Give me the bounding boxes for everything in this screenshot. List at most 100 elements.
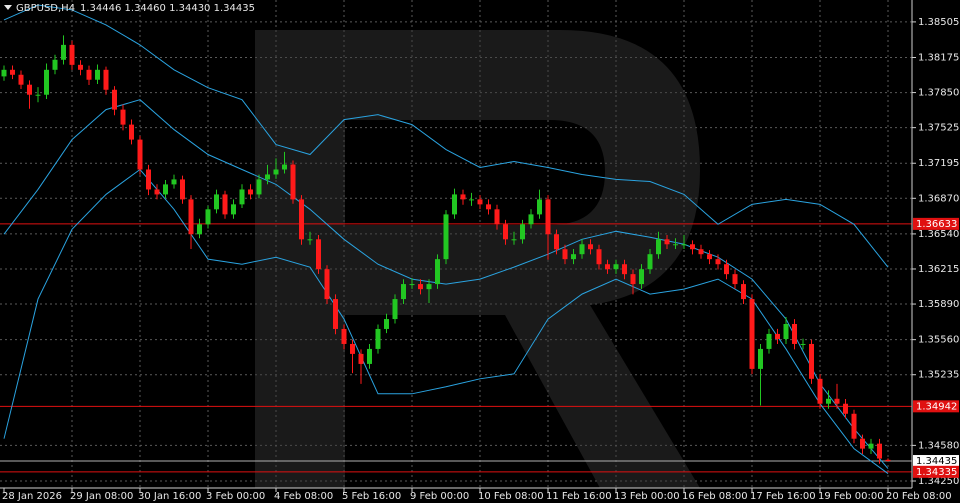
y-tick-label: 1.36540: [918, 229, 959, 240]
candle-body: [324, 269, 330, 300]
candle-body: [78, 64, 83, 70]
candle-body: [639, 269, 644, 285]
candle-body: [647, 254, 653, 270]
candle-body: [86, 69, 92, 80]
candle-body: [588, 244, 593, 250]
candle-body: [137, 139, 143, 170]
candle-body: [418, 284, 423, 290]
x-tick-label: 3 Feb 00:00: [206, 491, 265, 502]
candle-body: [341, 328, 347, 344]
candle-body: [307, 239, 313, 241]
candle-body: [18, 74, 24, 85]
y-tick-label: 1.37850: [918, 88, 959, 99]
candle-body: [656, 239, 661, 255]
candle-body: [401, 284, 406, 300]
x-tick-label: 17 Feb 16:00: [750, 491, 816, 502]
candle-body: [282, 164, 287, 170]
candle-body: [214, 194, 219, 210]
candle-body: [197, 224, 202, 235]
y-tick-label: 1.36215: [918, 264, 959, 275]
candle-body: [715, 259, 721, 265]
candle-body: [622, 264, 627, 275]
y-tick-label: 1.34250: [918, 476, 959, 487]
y-tick-label: 1.37525: [918, 123, 959, 134]
candle-body: [758, 348, 763, 369]
y-tick-label: 1.34580: [918, 440, 959, 451]
candle-body: [528, 214, 534, 225]
candle-body: [350, 343, 355, 354]
x-tick-label: 10 Feb 08:00: [478, 491, 544, 502]
candle-body: [256, 179, 262, 195]
candle-body: [800, 343, 806, 345]
candle-body: [409, 284, 415, 286]
band-middle: [3, 99, 889, 469]
x-tick-label: 29 Jan 08:00: [70, 491, 133, 502]
candle-body: [265, 174, 270, 180]
level-label-box: [913, 465, 959, 478]
candle-body: [860, 438, 865, 449]
candle-body: [10, 69, 15, 75]
candle-body: [571, 254, 576, 260]
x-tick-label: 30 Jan 16:00: [138, 491, 201, 502]
candle-body: [52, 59, 58, 70]
candle-body: [69, 44, 75, 65]
candle-body: [877, 443, 882, 459]
x-tick-label: 13 Feb 00:00: [614, 491, 680, 502]
candle-body: [299, 199, 304, 240]
candle-body: [95, 69, 100, 80]
x-tick-label: 11 Feb 16:00: [546, 491, 612, 502]
candle-body: [732, 274, 738, 285]
candle-body: [664, 239, 670, 245]
candle-body: [129, 124, 134, 140]
candle-body: [375, 328, 381, 349]
candle-body: [673, 244, 678, 246]
candle-body: [766, 333, 772, 349]
candle-body: [112, 89, 117, 110]
candle-body: [724, 264, 729, 275]
y-tick-label: 1.35560: [918, 335, 959, 346]
x-tick-label: 9 Feb 00:00: [410, 491, 469, 502]
x-tick-label: 28 Jan 2026: [2, 491, 62, 502]
candle-body: [248, 189, 253, 195]
candle-body: [843, 403, 848, 414]
candle-body: [817, 378, 823, 404]
candle-body: [180, 179, 185, 200]
watermark-logo: [255, 30, 700, 488]
candle-body: [103, 69, 109, 90]
candle-body: [477, 199, 483, 205]
candle-body: [792, 324, 797, 344]
candle-body: [775, 333, 780, 339]
candle-body: [35, 94, 41, 96]
candle-body: [520, 224, 525, 240]
candle-body: [205, 209, 211, 225]
candle-body: [154, 189, 160, 195]
candle-body: [613, 264, 619, 270]
x-tick-label: 16 Feb 08:00: [682, 491, 748, 502]
candle-body: [384, 319, 389, 329]
candle-body: [741, 284, 746, 300]
candle-body: [562, 249, 568, 260]
candle-body: [367, 348, 372, 364]
x-tick-label: 5 Feb 16:00: [342, 491, 401, 502]
candle-body: [239, 189, 245, 205]
candle-body: [443, 214, 449, 260]
level-label-box: [913, 455, 959, 468]
candle-body: [707, 254, 712, 260]
candle-body: [851, 413, 857, 439]
chart-title: GBPUSD,H4: [16, 3, 75, 14]
y-tick-label: 1.38175: [918, 53, 959, 64]
menu-arrow[interactable]: [4, 5, 12, 10]
candle-body: [61, 44, 66, 60]
candle-body: [452, 194, 457, 215]
candle-body: [809, 343, 814, 379]
candle-body: [834, 398, 840, 404]
candle-body: [27, 84, 32, 95]
level-label: 1.36633: [916, 219, 957, 230]
candle-body: [545, 199, 551, 235]
candle-body: [469, 199, 474, 201]
y-tick-label: 1.36870: [918, 193, 959, 204]
y-tick-label: 1.38505: [918, 17, 959, 28]
candle-body: [426, 284, 432, 290]
candle-body: [503, 224, 508, 240]
